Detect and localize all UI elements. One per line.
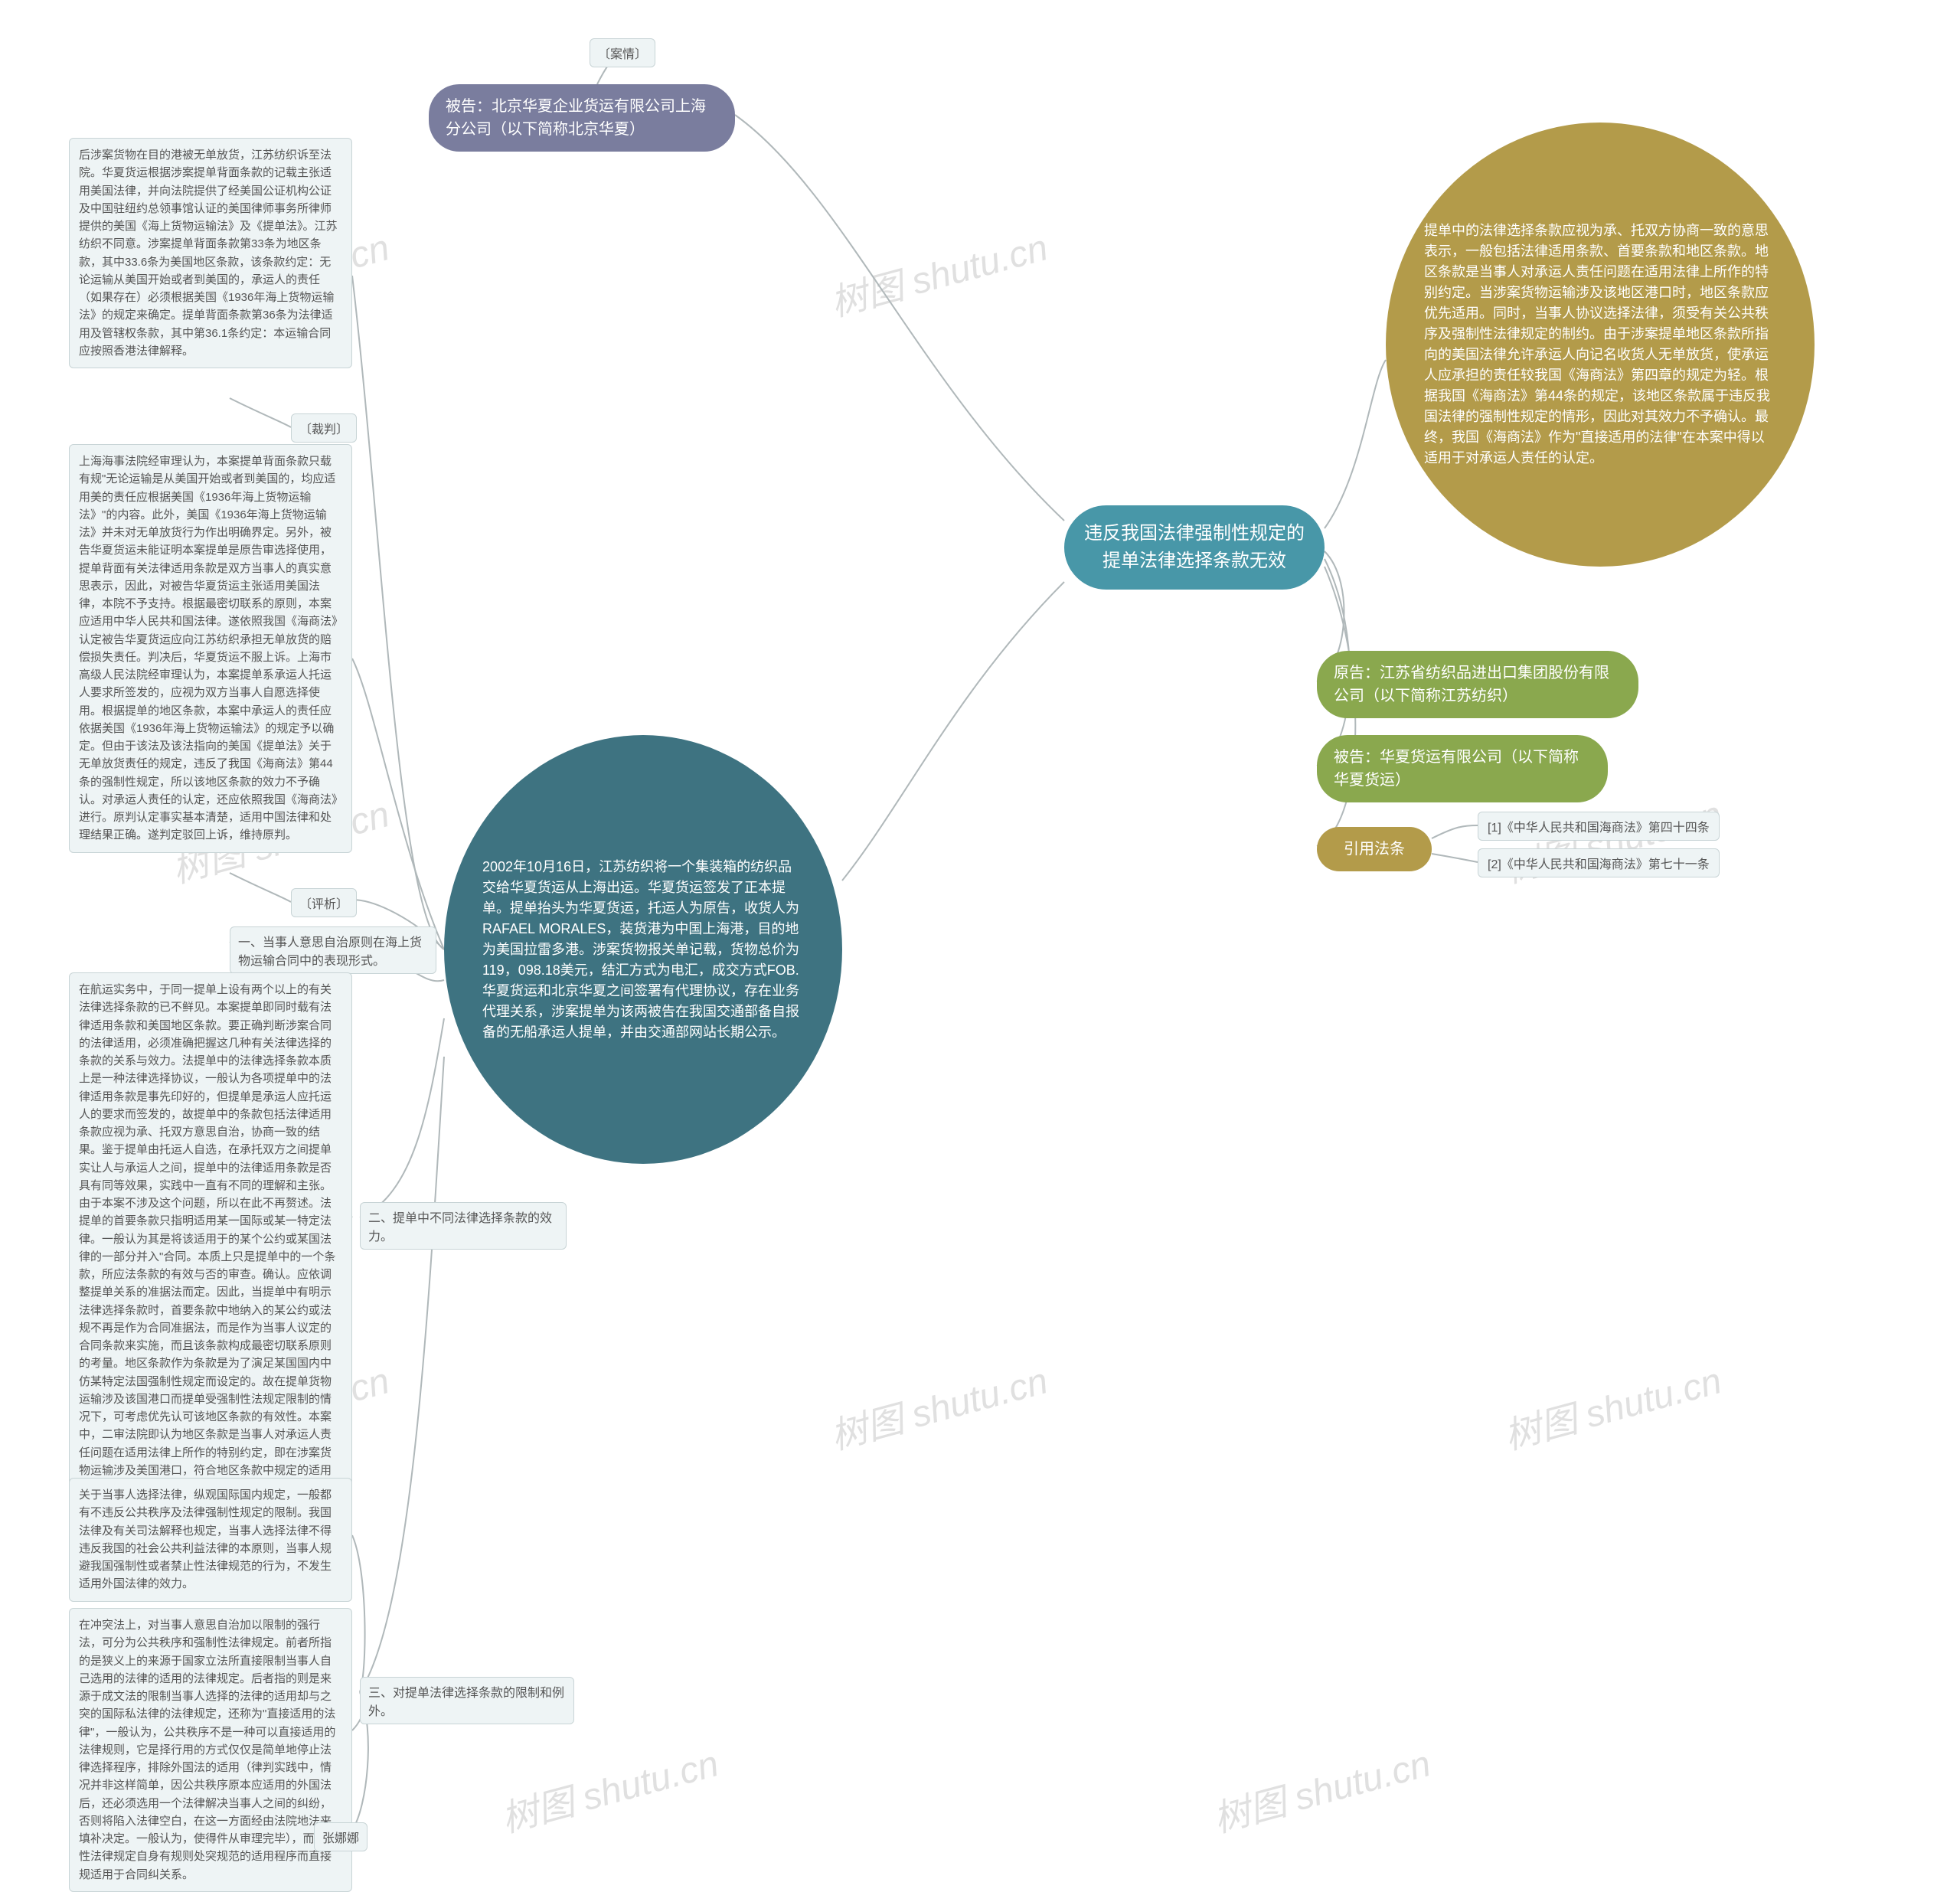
summary-text: 提单中的法律选择条款应视为承、托双方协商一致的意思表示，一般包括法律适用条款、首… — [1424, 221, 1776, 469]
leftbox-4-text: 关于当事人选择法律，纵观国际国内规定，一般都有不违反公共秩序及法律强制性规定的限… — [79, 1488, 332, 1590]
section3-label: 三、对提单法律选择条款的限制和例外。 — [360, 1677, 574, 1724]
leftbox-2-text: 上海海事法院经审理认为，本案提单背面条款只载有规"无论运输是从美国开始或者到美国… — [79, 455, 338, 841]
comment-label: 〔评析〕 — [291, 888, 357, 917]
author-label: 张娜娜 — [314, 1822, 368, 1851]
comment-label-text: 〔评析〕 — [299, 898, 348, 911]
summary-oval[interactable]: 提单中的法律选择条款应视为承、托双方协商一致的意思表示，一般包括法律适用条款、首… — [1386, 123, 1815, 567]
citations-label-node[interactable]: 引用法条 — [1317, 827, 1432, 871]
section1-label-text: 一、当事人意思自治原则在海上货物运输合同中的表现形式。 — [238, 936, 422, 968]
section1-label: 一、当事人意思自治原则在海上货物运输合同中的表现形式。 — [230, 926, 436, 974]
plaintiff-node[interactable]: 原告：江苏省纺织品进出口集团股份有限公司（以下简称江苏纺织） — [1317, 651, 1638, 718]
section2-label: 二、提单中不同法律选择条款的效力。 — [360, 1202, 567, 1250]
center-text: 违反我国法律强制性规定的提单法律选择条款无效 — [1081, 520, 1308, 575]
watermark: 树图 shutu.cn — [495, 1734, 724, 1843]
citation-1: [1]《中华人民共和国海商法》第四十四条 — [1478, 812, 1720, 841]
leftbox-1-text: 后涉案货物在目的港被无单放货，江苏纺织诉至法院。华夏货运根据涉案提单背面条款的记… — [79, 149, 338, 358]
defendant1-node[interactable]: 被告：北京华夏企业货运有限公司上海分公司（以下简称北京华夏） — [429, 84, 735, 152]
case-label: 〔案情〕 — [590, 38, 655, 67]
watermark: 树图 shutu.cn — [824, 217, 1053, 327]
ruling-label: 〔裁判〕 — [291, 413, 357, 443]
author-label-text: 张娜娜 — [322, 1832, 359, 1845]
defendant1-text: 被告：北京华夏企业货运有限公司上海分公司（以下简称北京华夏） — [446, 95, 718, 141]
leftbox-4: 关于当事人选择法律，纵观国际国内规定，一般都有不违反公共秩序及法律强制性规定的限… — [69, 1478, 352, 1602]
defendant2-node[interactable]: 被告：华夏货运有限公司（以下简称华夏货运） — [1317, 735, 1608, 802]
leftbox-3: 在航运实务中，于同一提单上设有两个以上的有关法律选择条款的已不鲜见。本案提单即同… — [69, 972, 352, 1505]
citation-2: [2]《中华人民共和国海商法》第七十一条 — [1478, 848, 1720, 877]
leftbox-3-text: 在航运实务中，于同一提单上设有两个以上的有关法律选择条款的已不鲜见。本案提单即同… — [79, 983, 335, 1495]
facts-oval[interactable]: 2002年10月16日，江苏纺织将一个集装箱的纺织品交给华夏货运从上海出运。华夏… — [444, 735, 842, 1164]
case-label-text: 〔案情〕 — [598, 48, 647, 61]
ruling-label-text: 〔裁判〕 — [299, 423, 348, 436]
plaintiff-text: 原告：江苏省纺织品进出口集团股份有限公司（以下简称江苏纺织） — [1334, 662, 1622, 707]
section3-label-text: 三、对提单法律选择条款的限制和例外。 — [368, 1687, 564, 1718]
citation-1-text: [1]《中华人民共和国海商法》第四十四条 — [1488, 822, 1710, 835]
defendant2-text: 被告：华夏货运有限公司（以下简称华夏货运） — [1334, 746, 1591, 792]
center-node[interactable]: 违反我国法律强制性规定的提单法律选择条款无效 — [1064, 505, 1325, 590]
leftbox-5-text: 在冲突法上，对当事人意思自治加以限制的强行法，可分为公共秩序和强制性法律规定。前… — [79, 1619, 338, 1881]
section2-label-text: 二、提单中不同法律选择条款的效力。 — [368, 1212, 552, 1243]
leftbox-1: 后涉案货物在目的港被无单放货，江苏纺织诉至法院。华夏货运根据涉案提单背面条款的记… — [69, 138, 352, 368]
leftbox-2: 上海海事法院经审理认为，本案提单背面条款只载有规"无论运输是从美国开始或者到美国… — [69, 444, 352, 853]
leftbox-5: 在冲突法上，对当事人意思自治加以限制的强行法，可分为公共秩序和强制性法律规定。前… — [69, 1608, 352, 1892]
watermark: 树图 shutu.cn — [1498, 1351, 1726, 1460]
watermark: 树图 shutu.cn — [1207, 1734, 1436, 1843]
citations-label-text: 引用法条 — [1344, 838, 1405, 861]
watermark: 树图 shutu.cn — [824, 1351, 1053, 1460]
citation-2-text: [2]《中华人民共和国海商法》第七十一条 — [1488, 858, 1710, 871]
facts-text: 2002年10月16日，江苏纺织将一个集装箱的纺织品交给华夏货运从上海出运。华夏… — [482, 857, 804, 1043]
